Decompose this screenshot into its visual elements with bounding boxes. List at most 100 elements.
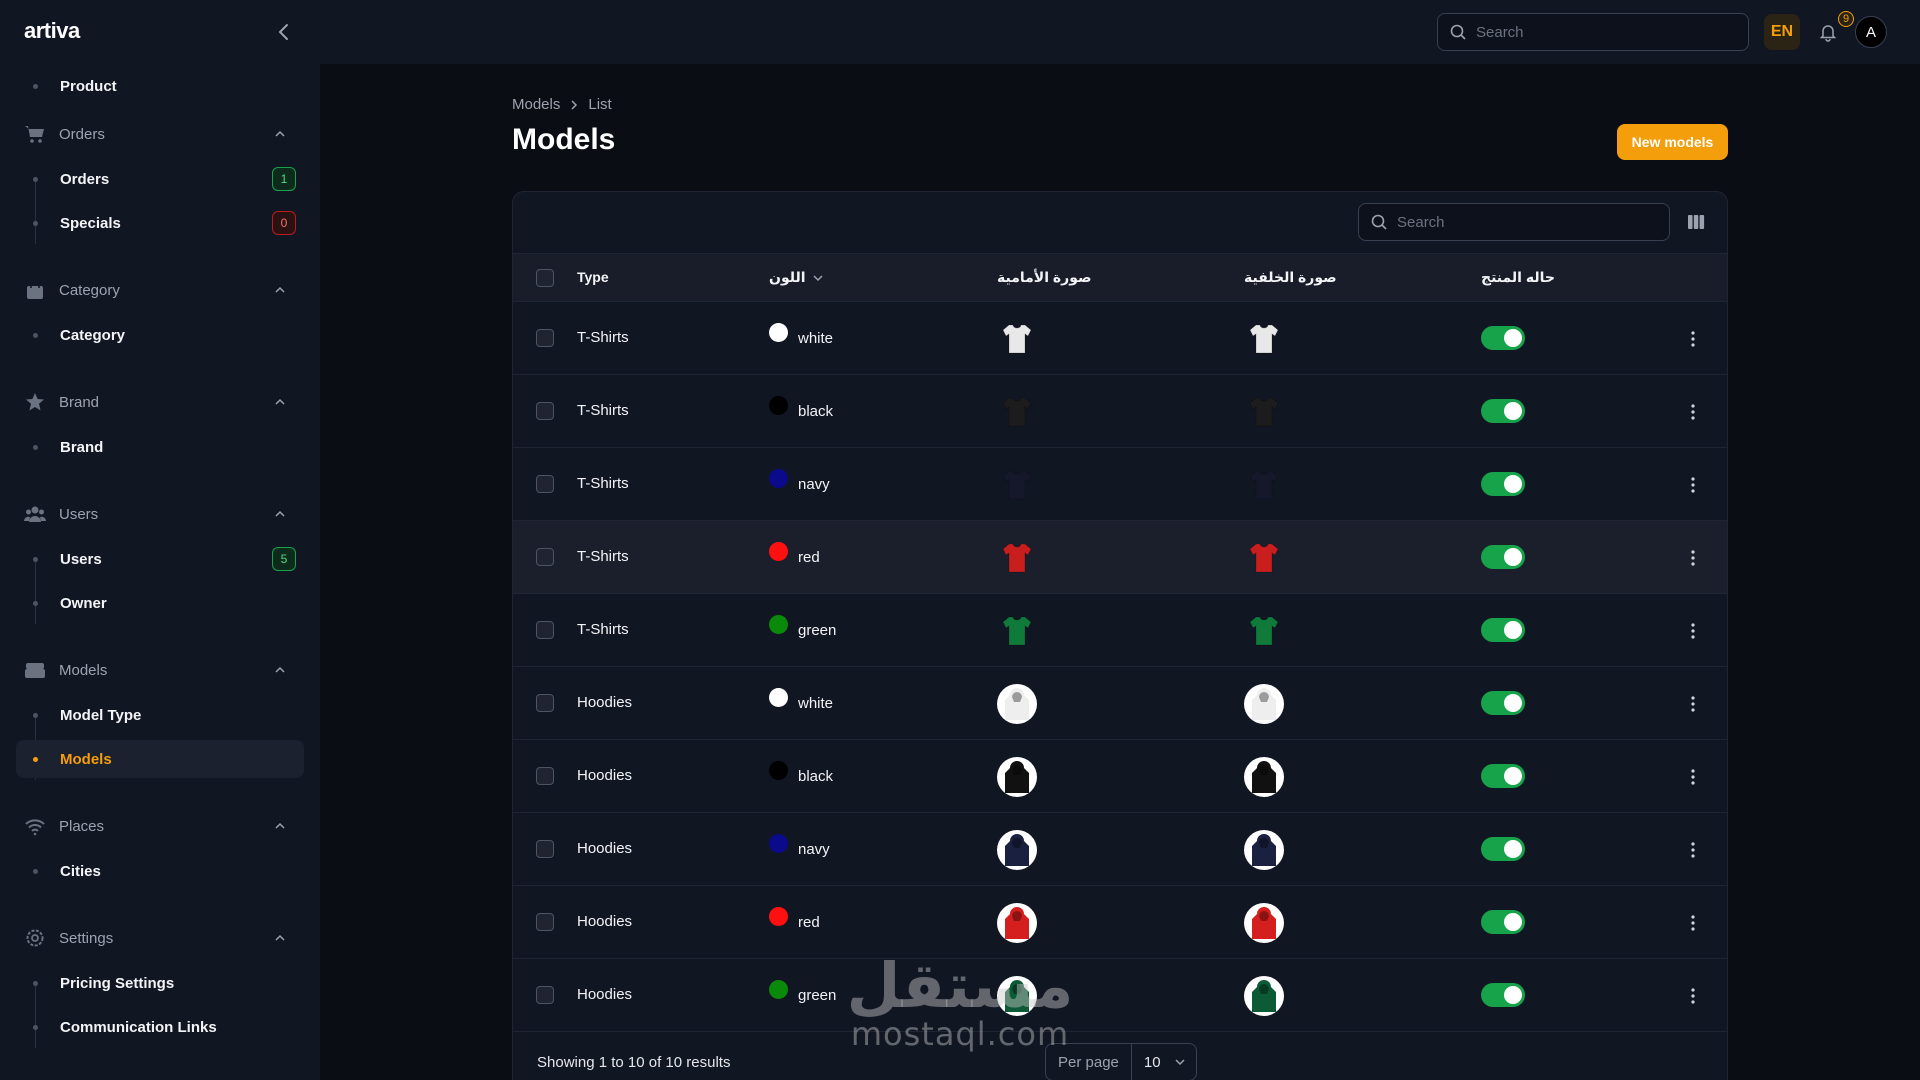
product-status-toggle[interactable] — [1481, 691, 1525, 715]
sidebar-group-orders[interactable]: Orders — [24, 122, 296, 146]
product-status-toggle[interactable] — [1481, 910, 1525, 934]
user-avatar[interactable]: A — [1855, 16, 1887, 48]
sidebar-group-places[interactable]: Places — [24, 814, 296, 838]
sidebar-item-brand[interactable]: Brand — [16, 428, 304, 466]
table-search-input[interactable] — [1397, 213, 1651, 231]
table-row[interactable]: T-Shirts navy — [513, 448, 1727, 521]
product-status-toggle[interactable] — [1481, 764, 1525, 788]
select-all-checkbox[interactable] — [536, 269, 554, 287]
row-actions-button[interactable] — [1685, 985, 1701, 1007]
toggle-columns-button[interactable] — [1684, 210, 1708, 234]
row-actions-button[interactable] — [1685, 912, 1701, 934]
row-checkbox[interactable] — [536, 329, 554, 347]
sidebar-item-specials[interactable]: Specials 0 — [16, 204, 304, 242]
sidebar-item-models[interactable]: Models — [16, 740, 304, 778]
sidebar-item-users[interactable]: Users 5 — [16, 540, 304, 578]
per-page-select[interactable]: Per page 10 — [1045, 1043, 1197, 1080]
row-checkbox[interactable] — [536, 402, 554, 420]
back-image[interactable] — [1244, 903, 1284, 943]
front-image[interactable] — [997, 757, 1037, 797]
sidebar-item-model-type[interactable]: Model Type — [16, 696, 304, 734]
back-image[interactable] — [1244, 830, 1284, 870]
table-row[interactable]: Hoodies green — [513, 959, 1727, 1032]
product-status-toggle[interactable] — [1481, 837, 1525, 861]
breadcrumb-item-models[interactable]: Models — [512, 96, 561, 113]
back-image[interactable] — [1244, 319, 1284, 359]
table-row[interactable]: Hoodies red — [513, 886, 1727, 959]
sidebar-item-communication-links[interactable]: Communication Links — [16, 1008, 304, 1046]
column-header-color[interactable]: اللون — [769, 269, 824, 286]
sidebar-group-models[interactable]: Models — [24, 658, 296, 682]
front-image[interactable] — [997, 538, 1037, 578]
product-status-toggle[interactable] — [1481, 472, 1525, 496]
back-image[interactable] — [1244, 684, 1284, 724]
front-image[interactable] — [997, 611, 1037, 651]
sidebar-group-category[interactable]: Category — [24, 278, 296, 302]
global-search-input[interactable] — [1476, 23, 1730, 41]
row-checkbox[interactable] — [536, 694, 554, 712]
sidebar-group-settings[interactable]: Settings — [24, 926, 296, 950]
row-checkbox[interactable] — [536, 986, 554, 1004]
column-header-product-status[interactable]: حاله المنتج — [1481, 269, 1555, 286]
row-actions-button[interactable] — [1685, 328, 1701, 350]
app-logo[interactable]: artiva — [24, 18, 80, 43]
table-row[interactable]: T-Shirts green — [513, 594, 1727, 667]
row-checkbox[interactable] — [536, 840, 554, 858]
back-image[interactable] — [1244, 976, 1284, 1016]
front-image[interactable] — [997, 684, 1037, 724]
per-page-value[interactable]: 10 — [1132, 1054, 1196, 1071]
table-row[interactable]: T-Shirts white — [513, 302, 1727, 375]
front-image[interactable] — [997, 392, 1037, 432]
table-row[interactable]: Hoodies navy — [513, 813, 1727, 886]
table-row[interactable]: Hoodies black — [513, 740, 1727, 813]
product-status-toggle[interactable] — [1481, 983, 1525, 1007]
front-image[interactable] — [997, 465, 1037, 505]
row-checkbox[interactable] — [536, 767, 554, 785]
row-actions-button[interactable] — [1685, 766, 1701, 788]
row-actions-button[interactable] — [1685, 474, 1701, 496]
column-header-back-image[interactable]: صورة الخلفية — [1244, 269, 1337, 286]
front-image[interactable] — [997, 976, 1037, 1016]
sidebar-group-users[interactable]: Users — [24, 502, 296, 526]
table-row[interactable]: Hoodies white — [513, 667, 1727, 740]
back-image[interactable] — [1244, 538, 1284, 578]
column-header-type[interactable]: Type — [577, 269, 609, 285]
row-checkbox[interactable] — [536, 548, 554, 566]
sidebar-item-orders[interactable]: Orders 1 — [16, 160, 304, 198]
row-actions-button[interactable] — [1685, 401, 1701, 423]
back-image[interactable] — [1244, 611, 1284, 651]
row-actions-button[interactable] — [1685, 693, 1701, 715]
sidebar-item-cities[interactable]: Cities — [16, 852, 304, 890]
back-image[interactable] — [1244, 392, 1284, 432]
row-checkbox[interactable] — [536, 475, 554, 493]
collapse-sidebar-button[interactable] — [272, 18, 296, 46]
front-image[interactable] — [997, 830, 1037, 870]
row-checkbox[interactable] — [536, 913, 554, 931]
sidebar-item-owner[interactable]: Owner — [16, 584, 304, 622]
row-actions-button[interactable] — [1685, 547, 1701, 569]
row-actions-button[interactable] — [1685, 620, 1701, 642]
back-image[interactable] — [1244, 757, 1284, 797]
toggle-knob — [1504, 402, 1522, 420]
product-status-toggle[interactable] — [1481, 399, 1525, 423]
table-search[interactable] — [1358, 203, 1670, 241]
sidebar-item-category[interactable]: Category — [16, 316, 304, 354]
sidebar-item-product[interactable]: Product — [16, 67, 304, 105]
sidebar-item-pricing-settings[interactable]: Pricing Settings — [16, 964, 304, 1002]
notifications-button[interactable] — [1812, 16, 1844, 48]
product-status-toggle[interactable] — [1481, 326, 1525, 350]
product-status-toggle[interactable] — [1481, 545, 1525, 569]
table-row[interactable]: T-Shirts red — [513, 521, 1727, 594]
new-models-button[interactable]: New models — [1617, 124, 1728, 160]
language-switch[interactable]: EN — [1764, 14, 1800, 50]
table-row[interactable]: T-Shirts black — [513, 375, 1727, 448]
global-search[interactable] — [1437, 13, 1749, 51]
front-image[interactable] — [997, 903, 1037, 943]
product-status-toggle[interactable] — [1481, 618, 1525, 642]
front-image[interactable] — [997, 319, 1037, 359]
column-header-front-image[interactable]: صورة الأمامية — [997, 269, 1092, 286]
row-checkbox[interactable] — [536, 621, 554, 639]
row-actions-button[interactable] — [1685, 839, 1701, 861]
sidebar-group-brand[interactable]: Brand — [24, 390, 296, 414]
back-image[interactable] — [1244, 465, 1284, 505]
